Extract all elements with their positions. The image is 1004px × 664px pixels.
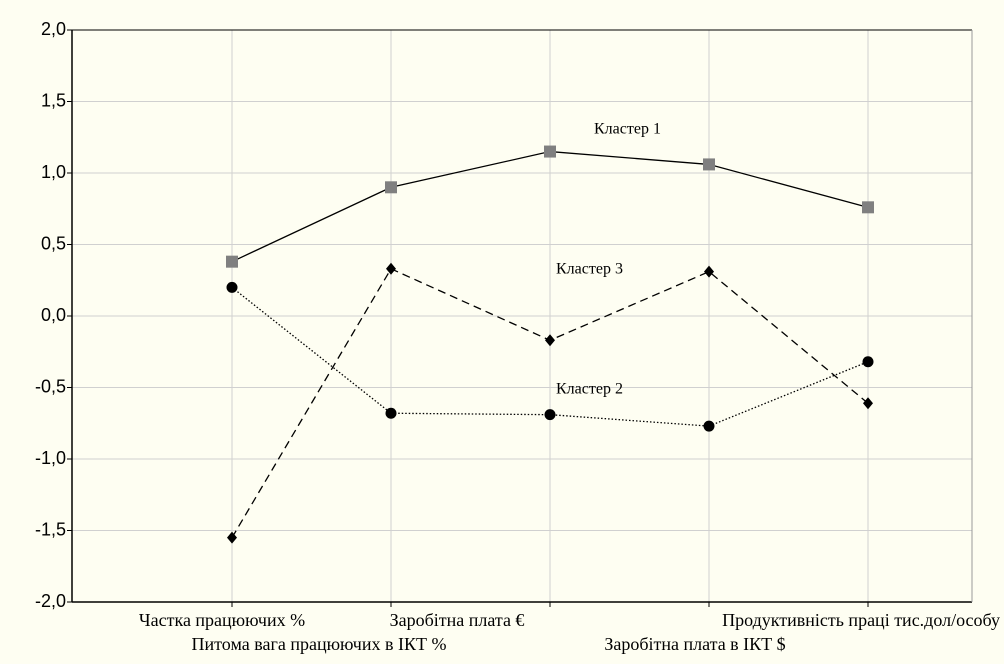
x-tick-label: Заробітна плата €: [390, 610, 525, 630]
marker: [226, 255, 238, 268]
marker: [545, 334, 555, 347]
marker: [227, 531, 237, 544]
x-tick-label: Заробітна плата в ІКТ $: [604, 634, 785, 654]
marker: [226, 281, 238, 293]
y-tick-label: -1,0: [35, 448, 66, 468]
y-tick-label: 0,5: [41, 233, 66, 253]
x-tick-label: Частка працюючих %: [139, 610, 305, 630]
series-label: Кластер 2: [556, 381, 623, 398]
y-tick-label: -1,5: [35, 519, 66, 539]
marker: [544, 145, 556, 158]
y-tick-label: 1,0: [41, 162, 66, 182]
marker: [862, 201, 874, 214]
series-label: Кластер 1: [594, 121, 661, 138]
marker: [863, 397, 873, 410]
marker: [704, 265, 714, 278]
marker: [862, 356, 874, 368]
x-tick-label: Продуктивність праці тис.дол/особу: [722, 610, 1000, 630]
y-tick-label: 1,5: [41, 90, 66, 110]
marker: [703, 158, 715, 171]
marker: [703, 420, 715, 432]
y-tick-label: -0,5: [35, 376, 66, 396]
marker: [385, 407, 397, 419]
marker: [385, 181, 397, 194]
marker: [544, 409, 556, 421]
series-label: Кластер 3: [556, 261, 623, 278]
y-tick-label: -2,0: [35, 591, 66, 611]
y-tick-label: 2,0: [41, 19, 66, 39]
marker: [386, 262, 396, 275]
x-tick-label: Питома вага працюючих в ІКТ %: [192, 634, 447, 654]
y-tick-label: 0,0: [41, 305, 66, 325]
